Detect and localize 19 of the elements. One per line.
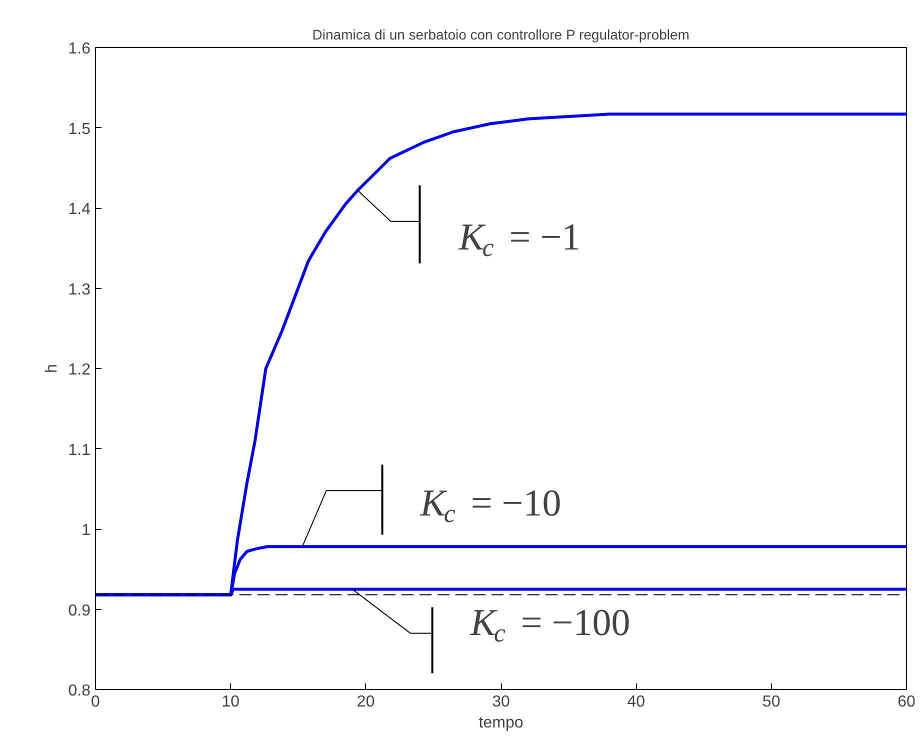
x-tick-label: 0: [91, 694, 100, 710]
x-axis-title: tempo: [478, 714, 524, 732]
x-tick-label: 20: [356, 694, 375, 710]
x-tick-label: 50: [762, 694, 780, 710]
x-tick-label: 10: [222, 694, 240, 710]
y-tick-label: 1.1: [68, 442, 91, 459]
y-tick-label: 1: [82, 522, 91, 539]
x-tick-label: 30: [492, 694, 510, 710]
y-tick-label: 1.4: [68, 201, 91, 218]
x-tick-label: 60: [898, 694, 916, 710]
y-tick-label: 0.9: [68, 602, 91, 620]
y-tick-label: 1.5: [68, 120, 91, 138]
y-tick-label: 0.8: [68, 682, 91, 700]
x-tick-label: 40: [627, 694, 646, 710]
y-tick-label: 1.3: [68, 281, 91, 298]
y-axis-title: h: [43, 364, 60, 373]
y-tick-label: 1.6: [68, 40, 91, 58]
chart-title: Dinamica di un serbatoio con controllore P regulator-problem: [312, 26, 690, 42]
y-tick-label: 1.2: [68, 362, 91, 378]
